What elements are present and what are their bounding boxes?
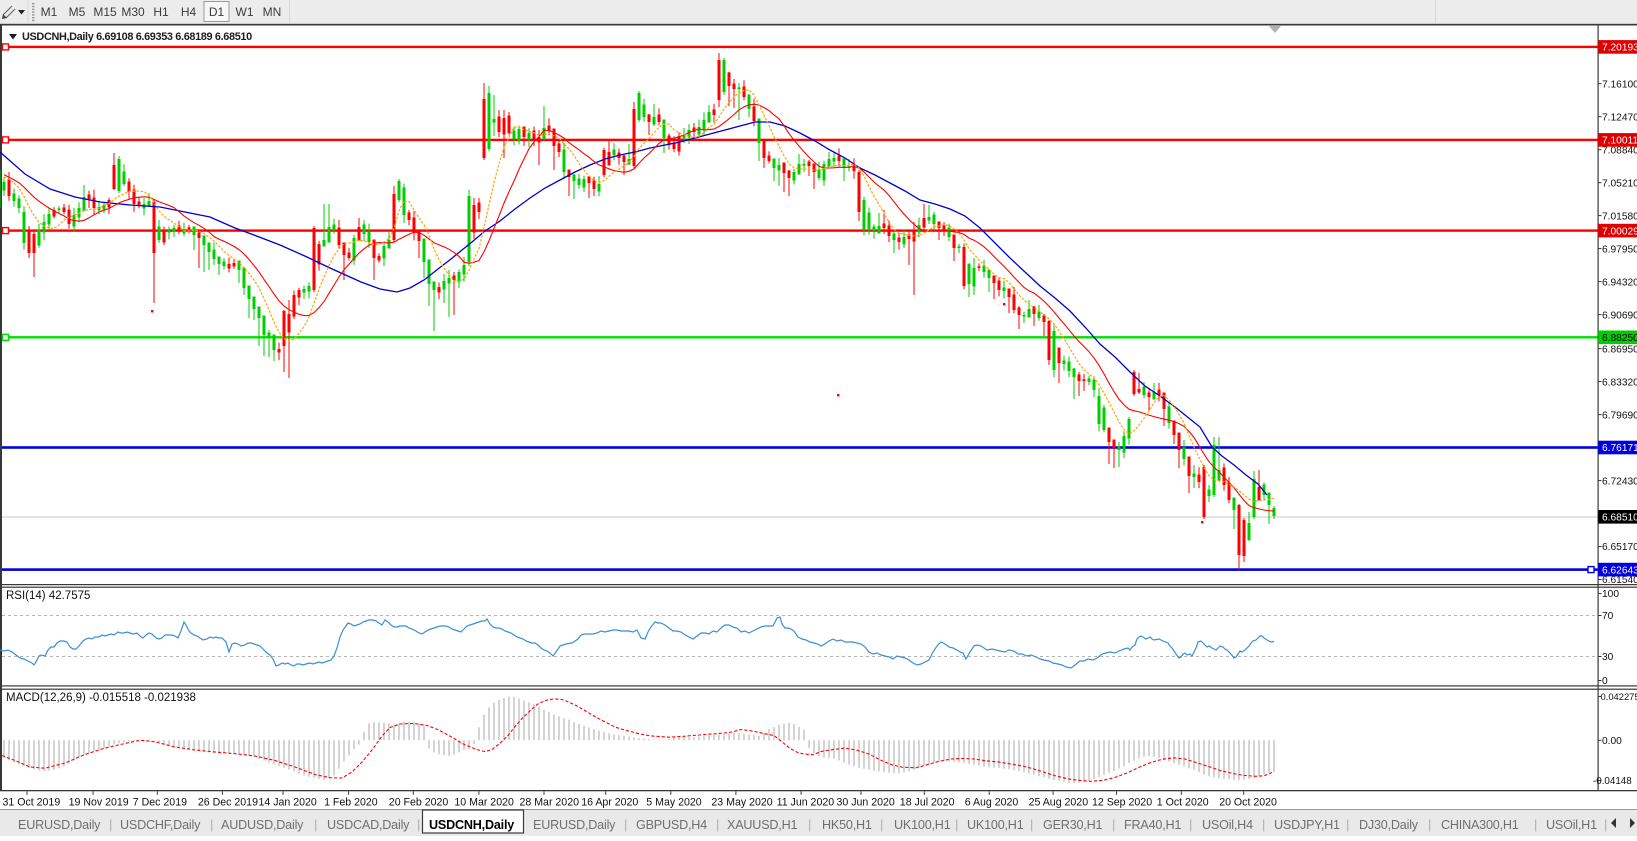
svg-text:23 May 2020: 23 May 2020: [711, 797, 772, 809]
svg-text:MN: MN: [263, 5, 282, 19]
svg-text:H4: H4: [181, 5, 197, 19]
svg-text:0: 0: [1602, 676, 1608, 687]
svg-text:|: |: [1346, 817, 1349, 832]
svg-text:GBPUSD,H4: GBPUSD,H4: [636, 818, 707, 832]
svg-text:MACD(12,26,9) -0.015518 -0.021: MACD(12,26,9) -0.015518 -0.021938: [6, 692, 196, 704]
svg-text:M30: M30: [121, 5, 145, 19]
svg-text:HK50,H1: HK50,H1: [822, 818, 872, 832]
svg-text:6 Aug 2020: 6 Aug 2020: [965, 797, 1019, 809]
svg-text:18 Jul 2020: 18 Jul 2020: [900, 797, 955, 809]
svg-text:|: |: [417, 817, 420, 832]
svg-text:100: 100: [1602, 589, 1619, 600]
svg-text:19 Nov 2019: 19 Nov 2019: [69, 797, 129, 809]
svg-text:16 Apr 2020: 16 Apr 2020: [581, 797, 638, 809]
svg-text:70: 70: [1602, 611, 1614, 622]
svg-text:|: |: [1112, 817, 1115, 832]
svg-text:|: |: [1428, 817, 1431, 832]
svg-text:|: |: [109, 817, 112, 832]
svg-text:|: |: [210, 817, 213, 832]
svg-text:1 Oct 2020: 1 Oct 2020: [1157, 797, 1209, 809]
svg-text:|: |: [314, 817, 317, 832]
svg-text:14 Jan 2020: 14 Jan 2020: [259, 797, 317, 809]
svg-text:10 Mar 2020: 10 Mar 2020: [454, 797, 514, 809]
svg-text:6.72430: 6.72430: [1602, 476, 1637, 487]
svg-text:|: |: [1262, 817, 1265, 832]
svg-text:6.61540: 6.61540: [1602, 575, 1637, 586]
svg-text:M15: M15: [93, 5, 117, 19]
svg-text:-0.04148: -0.04148: [1593, 776, 1632, 787]
svg-text:7.05210: 7.05210: [1602, 178, 1637, 189]
svg-text:20 Feb 2020: 20 Feb 2020: [389, 797, 449, 809]
svg-text:30 Jun 2020: 30 Jun 2020: [837, 797, 895, 809]
svg-text:11 Jun 2020: 11 Jun 2020: [777, 797, 835, 809]
svg-text:USDCHF,Daily: USDCHF,Daily: [120, 818, 201, 832]
svg-text:RSI(14) 42.7575: RSI(14) 42.7575: [6, 590, 90, 602]
svg-text:6.79690: 6.79690: [1602, 410, 1637, 421]
svg-text:7.16100: 7.16100: [1602, 79, 1637, 90]
svg-text:7.01580: 7.01580: [1602, 211, 1637, 222]
svg-text:|: |: [1030, 817, 1033, 832]
svg-text:6.65170: 6.65170: [1602, 542, 1637, 553]
svg-text:W1: W1: [236, 5, 254, 19]
svg-text:31 Oct 2019: 31 Oct 2019: [3, 797, 61, 809]
svg-text:7.12470: 7.12470: [1602, 112, 1637, 123]
svg-text:AUDUSD,Daily: AUDUSD,Daily: [221, 818, 304, 832]
svg-text:DJ30,Daily: DJ30,Daily: [1359, 818, 1419, 832]
svg-text:H1: H1: [153, 5, 169, 19]
svg-text:EURUSD,Daily: EURUSD,Daily: [18, 818, 101, 832]
svg-text:USDCNH,Daily 6.69108 6.69353: USDCNH,Daily 6.69108 6.69353 6.68189 6.6…: [22, 31, 252, 43]
svg-text:USOil,H1: USOil,H1: [1546, 818, 1597, 832]
svg-text:6.86950: 6.86950: [1602, 344, 1637, 355]
svg-text:FRA40,H1: FRA40,H1: [1124, 818, 1181, 832]
svg-text:0.042275: 0.042275: [1601, 691, 1637, 702]
svg-text:USOil,H4: USOil,H4: [1202, 818, 1253, 832]
svg-text:|: |: [955, 817, 958, 832]
svg-text:5 May 2020: 5 May 2020: [646, 797, 701, 809]
svg-text:XAUUSD,H1: XAUUSD,H1: [727, 818, 797, 832]
svg-text:1 Feb 2020: 1 Feb 2020: [324, 797, 378, 809]
svg-text:12 Sep 2020: 12 Sep 2020: [1092, 797, 1152, 809]
svg-text:6.94320: 6.94320: [1602, 277, 1637, 288]
svg-text:USDCAD,Daily: USDCAD,Daily: [327, 818, 410, 832]
svg-text:|: |: [808, 817, 811, 832]
svg-text:USDCNH,Daily: USDCNH,Daily: [429, 818, 514, 832]
svg-text:7 Dec 2019: 7 Dec 2019: [133, 797, 187, 809]
svg-text:|: |: [880, 817, 883, 832]
svg-text:|: |: [1189, 817, 1192, 832]
svg-text:6.62643: 6.62643: [1602, 565, 1637, 576]
svg-text:D1: D1: [209, 5, 225, 19]
svg-text:EURUSD,Daily: EURUSD,Daily: [533, 818, 616, 832]
svg-text:7.20193: 7.20193: [1602, 43, 1637, 54]
svg-text:M1: M1: [41, 5, 58, 19]
svg-text:M5: M5: [69, 5, 86, 19]
svg-text:UK100,H1: UK100,H1: [894, 818, 951, 832]
svg-text:7.10011: 7.10011: [1602, 136, 1637, 147]
svg-text:6.83320: 6.83320: [1602, 377, 1637, 388]
svg-text:|: |: [716, 817, 719, 832]
svg-text:6.97950: 6.97950: [1602, 244, 1637, 255]
svg-text:30: 30: [1602, 652, 1614, 663]
svg-text:6.76171: 6.76171: [1602, 443, 1637, 454]
svg-text:25 Aug 2020: 25 Aug 2020: [1029, 797, 1089, 809]
svg-text:7.08840: 7.08840: [1602, 145, 1637, 156]
svg-text:|: |: [1534, 817, 1537, 832]
svg-text:|: |: [1604, 817, 1607, 832]
svg-text:0.00: 0.00: [1602, 736, 1622, 747]
svg-text:|: |: [624, 817, 627, 832]
svg-text:28 Mar 2020: 28 Mar 2020: [520, 797, 580, 809]
svg-text:USDJPY,H1: USDJPY,H1: [1274, 818, 1340, 832]
svg-text:20 Oct 2020: 20 Oct 2020: [1219, 797, 1277, 809]
svg-text:CHINA300,H1: CHINA300,H1: [1441, 818, 1519, 832]
svg-text:GER30,H1: GER30,H1: [1043, 818, 1102, 832]
svg-text:6.88250: 6.88250: [1602, 333, 1637, 344]
svg-text:26 Dec 2019: 26 Dec 2019: [198, 797, 258, 809]
svg-text:UK100,H1: UK100,H1: [967, 818, 1024, 832]
svg-text:6.90690: 6.90690: [1602, 310, 1637, 321]
svg-text:6.68510: 6.68510: [1602, 513, 1637, 524]
svg-text:7.00029: 7.00029: [1602, 226, 1637, 237]
